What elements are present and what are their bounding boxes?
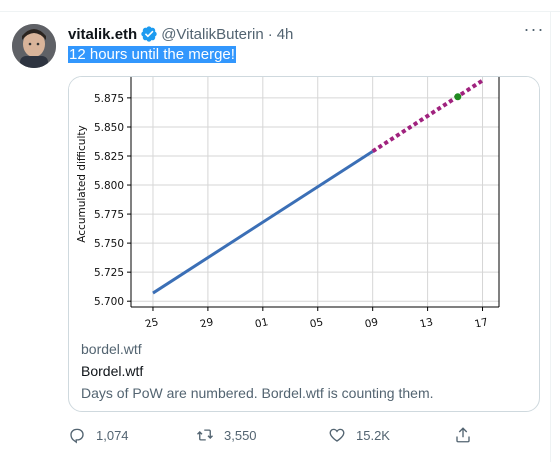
avatar[interactable] (12, 24, 56, 68)
y-tick-label: 5.875 (94, 93, 124, 105)
y-tick-label: 5.825 (94, 151, 124, 163)
actual-line (152, 150, 374, 295)
y-tick-label: 5.800 (94, 180, 124, 192)
retweet-button[interactable]: 3,550 (196, 424, 257, 446)
like-count: 15.2K (356, 427, 390, 443)
reply-button[interactable]: 1,074 (68, 424, 129, 446)
x-tick-label: 29 (199, 316, 215, 327)
y-tick-label: 5.700 (94, 296, 124, 308)
heart-icon (329, 428, 345, 442)
reply-count: 1,074 (96, 427, 129, 443)
link-card[interactable]: 5.700 5.725 5.750 5.775 5.800 5.825 5.850 5.875… (68, 76, 540, 412)
y-tick-label: 5.775 (94, 209, 124, 221)
projection-line (371, 78, 484, 154)
divider (550, 12, 551, 462)
card-domain: bordel.wtf (81, 341, 142, 357)
card-title: Bordel.wtf (81, 363, 144, 379)
author-handle[interactable]: @VitalikButerin (161, 25, 264, 43)
share-icon (456, 427, 470, 443)
x-tick-label: 17 (474, 316, 490, 327)
x-tick-label: 25 (144, 316, 160, 327)
chart-series (152, 78, 484, 295)
difficulty-chart: 5.700 5.725 5.750 5.775 5.800 5.825 5.850 5.875… (69, 77, 539, 331)
reply-icon (70, 428, 84, 444)
x-tick-label: 09 (364, 316, 380, 327)
tweet-actions: 1,074 3,550 15.2K (68, 424, 488, 446)
chart-grid (131, 77, 499, 307)
tweet-header: vitalik.eth @VitalikButerin · 4h (68, 24, 293, 44)
x-tick-label: 01 (254, 316, 270, 327)
tweet-text: 12 hours until the merge! (68, 46, 236, 64)
marker-point (454, 93, 462, 101)
more-options-icon[interactable]: ··· (523, 19, 545, 39)
verified-badge-icon (140, 25, 158, 43)
y-tick-label: 5.850 (94, 122, 124, 134)
tweet-text-selection: 12 hours until the merge! (68, 46, 236, 63)
author-name[interactable]: vitalik.eth (68, 25, 138, 43)
card-meta[interactable]: bordel.wtf Bordel.wtf Days of PoW are nu… (81, 341, 521, 404)
share-button[interactable] (454, 424, 482, 446)
y-axis-label: Accumulated difficulty (76, 125, 88, 242)
card-description: Days of PoW are numbered. Bordel.wtf is … (81, 385, 434, 401)
x-tick-label: 13 (419, 316, 435, 327)
y-tick-label: 5.750 (94, 238, 124, 250)
x-tick-label: 05 (309, 316, 325, 327)
divider (0, 0, 560, 12)
chart-axes (127, 77, 500, 311)
separator: · (267, 25, 273, 43)
timestamp[interactable]: 4h (276, 25, 294, 43)
like-button[interactable]: 15.2K (328, 424, 390, 446)
retweet-icon (197, 429, 213, 441)
retweet-count: 3,550 (224, 427, 257, 443)
card-image[interactable]: 5.700 5.725 5.750 5.775 5.800 5.825 5.850 5.875… (69, 77, 539, 331)
y-tick-label: 5.725 (94, 267, 124, 279)
